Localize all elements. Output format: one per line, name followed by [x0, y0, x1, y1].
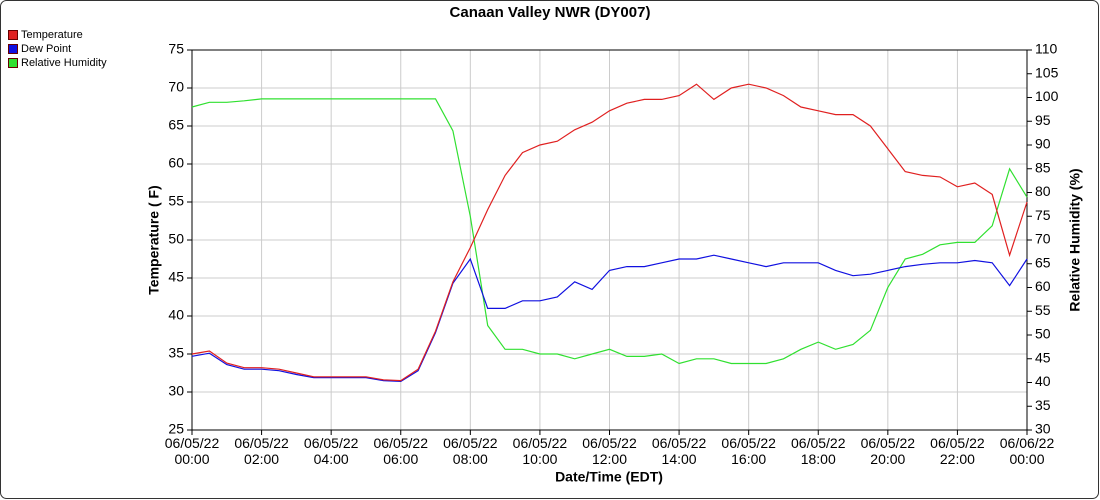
y-tick-label: 30: [168, 383, 184, 399]
y2-tick-label: 95: [1035, 112, 1051, 128]
y2-tick-label: 40: [1035, 373, 1051, 389]
x-tick-label: 06/05/22 06:00: [373, 435, 429, 467]
y-axis-title: Temperature ( F): [146, 185, 162, 294]
y-tick-label: 70: [168, 79, 184, 95]
x-tick-label: 06/05/22 20:00: [860, 435, 916, 467]
y-tick-label: 60: [168, 155, 184, 171]
y-tick-label: 55: [168, 193, 184, 209]
legend-label: Relative Humidity: [21, 57, 107, 69]
y2-tick-label: 110: [1035, 41, 1058, 57]
legend-swatch: [8, 44, 18, 54]
y2-tick-label: 35: [1035, 397, 1051, 413]
y2-tick-label: 70: [1035, 231, 1051, 247]
y-tick-label: 65: [168, 117, 184, 133]
chart-title: Canaan Valley NWR (DY007): [450, 4, 651, 21]
y2-tick-label: 45: [1035, 349, 1051, 365]
x-tick-label: 06/05/22 04:00: [303, 435, 359, 467]
y2-tick-label: 60: [1035, 278, 1051, 294]
y-tick-label: 50: [168, 231, 184, 247]
x-tick-label: 06/05/22 12:00: [582, 435, 637, 467]
y2-tick-label: 65: [1035, 254, 1051, 270]
x-tick-label: 06/05/22 08:00: [443, 435, 498, 467]
y2-tick-label: 50: [1035, 326, 1051, 342]
plot-border: [191, 49, 1028, 431]
series-line: [191, 98, 1028, 365]
legend-label: Temperature: [21, 29, 83, 41]
y2-tick-label: 85: [1035, 159, 1051, 175]
y2-axis-title: Relative Humidity (%): [1067, 168, 1083, 311]
x-tick-label: 06/06/22 00:00: [999, 435, 1055, 467]
y-tick-label: 35: [168, 345, 184, 361]
y2-tick-label: 90: [1035, 136, 1051, 152]
y-tick-label: 40: [168, 307, 184, 323]
y-tick-label: 25: [168, 421, 184, 437]
x-tick-label: 06/05/22 00:00: [164, 435, 220, 467]
x-axis-title: Date/Time (EDT): [555, 469, 663, 485]
series-line: [191, 83, 1028, 382]
x-tick-label: 06/05/22 18:00: [791, 435, 846, 467]
x-tick-label: 06/05/22 02:00: [234, 435, 289, 467]
y2-tick-label: 55: [1035, 302, 1051, 318]
legend-label: Dew Point: [21, 43, 72, 55]
x-tick-label: 06/05/22 14:00: [651, 435, 707, 467]
y2-tick-label: 30: [1035, 421, 1051, 437]
y-tick-label: 45: [168, 269, 184, 285]
y-tick-label: 75: [168, 41, 184, 57]
legend-swatch: [8, 30, 18, 40]
x-tick-label: 06/05/22 10:00: [512, 435, 568, 467]
x-tick-label: 06/05/22 22:00: [930, 435, 985, 467]
y2-tick-label: 105: [1035, 64, 1059, 80]
legend-swatch: [8, 58, 18, 68]
series-line: [191, 254, 1028, 383]
y2-tick-label: 80: [1035, 183, 1051, 199]
y2-tick-label: 75: [1035, 207, 1051, 223]
x-tick-label: 06/05/22 16:00: [721, 435, 776, 467]
y2-tick-label: 100: [1035, 88, 1059, 104]
